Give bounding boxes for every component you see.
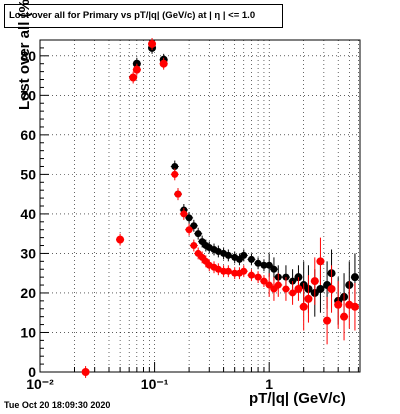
data-point-black xyxy=(185,214,193,222)
grid xyxy=(39,40,360,373)
data-point-black xyxy=(247,255,255,263)
tick-labels: 0 10 20 30 40 50 60 70 80 10⁻² 10⁻¹ 1 xyxy=(20,48,273,392)
data-point-red xyxy=(240,267,248,275)
data-point-black xyxy=(265,261,273,269)
axis-ticks xyxy=(39,39,359,373)
data-point-black xyxy=(194,230,202,238)
data-point-red xyxy=(323,316,332,325)
data-point-red xyxy=(294,285,303,293)
data-point-black xyxy=(240,251,248,259)
y-tick-label: 10 xyxy=(20,324,36,340)
data-point-red xyxy=(289,289,297,297)
data-point-red xyxy=(224,267,232,275)
data-point-red xyxy=(327,285,336,293)
series-black xyxy=(132,41,359,325)
data-point-black xyxy=(350,273,359,282)
data-point-red xyxy=(81,368,90,376)
data-point-red xyxy=(148,39,157,48)
chart-title: Lost over all for Primary vs pT/|q| (GeV… xyxy=(4,4,283,28)
data-point-black xyxy=(171,162,179,170)
data-point-red xyxy=(174,190,182,198)
data-point-black xyxy=(270,265,278,273)
x-tick-label: 10⁻¹ xyxy=(141,376,169,392)
y-tick-label: 70 xyxy=(20,87,36,103)
x-tick-label: 1 xyxy=(265,376,273,392)
data-point-red xyxy=(350,302,359,311)
data-point-red xyxy=(180,210,188,218)
data-point-red xyxy=(282,285,290,293)
x-axis-label: pT/|q| (GeV/c) xyxy=(249,390,346,407)
data-point-red xyxy=(190,242,198,250)
x-tick-label: 10⁻² xyxy=(26,376,54,392)
data-point-black xyxy=(260,261,268,269)
data-point-black xyxy=(254,259,262,267)
y-tick-label: 30 xyxy=(20,245,36,261)
y-tick-label: 0 xyxy=(28,364,36,380)
data-point-red xyxy=(260,277,268,285)
y-tick-label: 80 xyxy=(20,48,36,64)
data-point-red xyxy=(129,73,138,82)
data-point-red xyxy=(185,226,193,234)
data-point-red xyxy=(310,277,319,286)
data-point-red xyxy=(265,281,273,289)
data-point-black xyxy=(316,285,325,293)
y-tick-label: 20 xyxy=(20,285,36,301)
data-point-red xyxy=(159,59,168,68)
y-tick-label: 60 xyxy=(20,127,36,143)
data-point-red xyxy=(340,312,349,321)
data-series xyxy=(81,38,359,378)
data-point-red xyxy=(274,281,282,289)
y-tick-label: 40 xyxy=(20,206,36,222)
data-point-red xyxy=(116,235,125,244)
data-point-red xyxy=(254,273,262,281)
data-point-red xyxy=(316,257,325,266)
data-point-red xyxy=(171,170,179,178)
data-point-black xyxy=(190,222,198,230)
timestamp: Tue Oct 20 18:09:30 2020 xyxy=(4,400,111,410)
data-point-red xyxy=(247,271,255,279)
y-tick-label: 50 xyxy=(20,166,36,182)
data-point-red xyxy=(304,294,313,303)
plot-frame xyxy=(39,39,361,373)
series-red xyxy=(81,38,359,378)
y-axis-label: Lost over all (%) xyxy=(16,0,33,110)
data-point-red xyxy=(299,302,308,311)
data-point-red xyxy=(132,65,141,74)
data-point-black xyxy=(224,251,232,259)
data-point-red xyxy=(334,300,343,309)
